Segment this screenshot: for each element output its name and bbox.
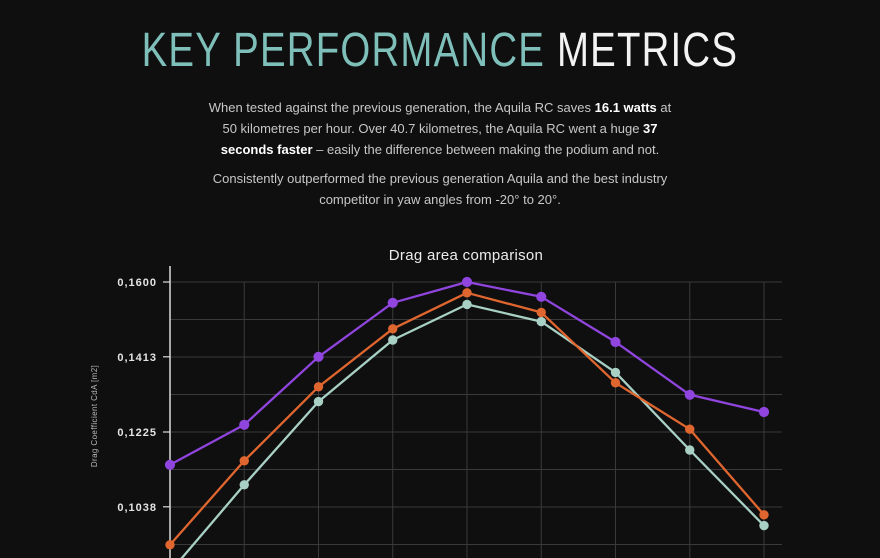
- data-point-purple: [758, 406, 770, 418]
- data-point-orange: [165, 540, 175, 550]
- data-point-orange: [313, 382, 324, 392]
- data-point-teal: [239, 480, 249, 490]
- data-point-teal: [685, 445, 695, 455]
- data-point-purple: [313, 351, 324, 362]
- data-point-purple: [461, 276, 473, 288]
- data-point-purple: [239, 419, 250, 430]
- data-point-orange: [759, 510, 769, 520]
- intro-paragraph-2: Consistently outperformed the previous g…: [203, 168, 677, 210]
- intro-p2-text: Consistently outperformed the previous g…: [212, 171, 668, 207]
- page-title-text: KEY PERFORMANCE METRICS: [141, 24, 739, 77]
- data-point-purple: [164, 459, 176, 470]
- page-title-rest: METRICS: [557, 24, 739, 77]
- metric-watts-saved: 16.1 watts: [594, 100, 657, 115]
- chart-title: Drag area comparison: [388, 247, 544, 264]
- y-tick-label: 0,1038: [117, 502, 157, 514]
- y-axis-ticks: 0,1600 0,1413 0,1225 0,1038: [117, 277, 170, 514]
- series-purple: [164, 276, 770, 470]
- data-point-purple: [536, 291, 547, 302]
- y-tick-label: 0,1225: [117, 427, 157, 439]
- series-teal: [180, 299, 769, 558]
- data-point-teal: [536, 316, 546, 327]
- data-point-teal: [388, 335, 398, 345]
- data-point-orange: [610, 378, 621, 388]
- intro-p1-text-1: When tested against the previous generat…: [208, 100, 595, 115]
- data-point-purple: [684, 389, 695, 400]
- data-point-teal: [759, 520, 769, 531]
- page-title: KEY PERFORMANCE METRICS: [0, 24, 880, 77]
- page-title-highlight: KEY PERFORMANCE: [141, 24, 558, 77]
- chart-gridlines: [170, 281, 782, 558]
- data-point-orange: [536, 307, 546, 318]
- metric-seconds-faster: 37 seconds faster: [220, 121, 658, 157]
- data-point-orange: [685, 424, 695, 434]
- y-tick-label: 0,1600: [117, 277, 157, 289]
- data-point-teal: [313, 396, 324, 407]
- series-orange: [165, 288, 769, 550]
- intro-p1-text-2: at 50 kilometres per hour. Over 40.7 kil…: [222, 100, 672, 136]
- data-point-teal: [462, 299, 472, 310]
- data-point-purple: [387, 297, 398, 308]
- intro-p1-text-3: – easily the difference between making t…: [312, 142, 660, 157]
- y-axis-title: Drag Coefficient CdA [m2]: [90, 365, 99, 467]
- data-point-teal: [610, 367, 621, 378]
- intro-paragraph-1: When tested against the previous generat…: [203, 97, 677, 160]
- data-point-orange: [462, 288, 472, 298]
- data-point-orange: [388, 324, 398, 334]
- y-tick-label: 0,1413: [117, 352, 157, 364]
- data-point-orange: [239, 456, 249, 466]
- data-point-purple: [610, 336, 621, 348]
